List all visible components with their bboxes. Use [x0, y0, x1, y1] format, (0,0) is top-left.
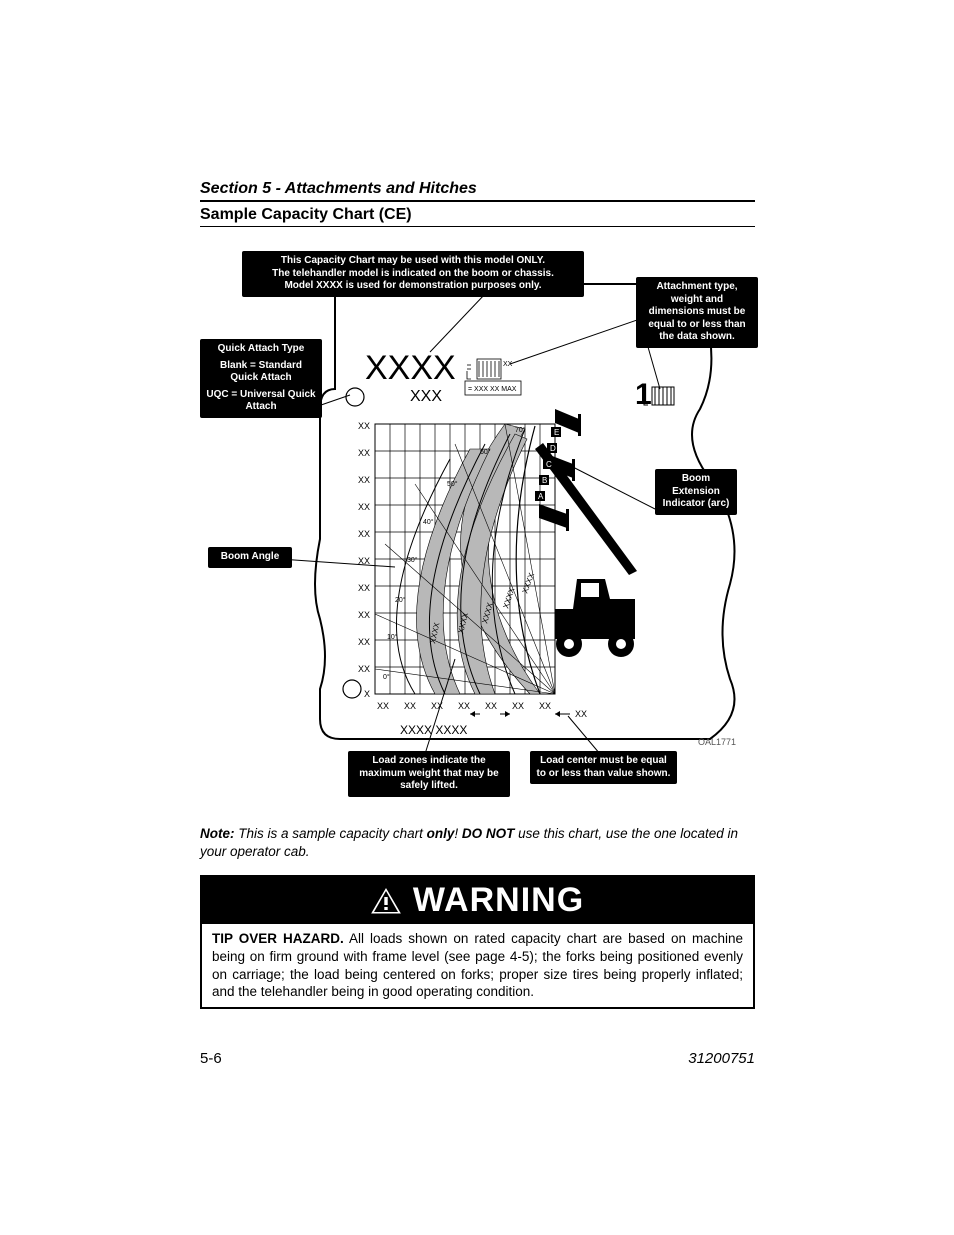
svg-text:= XXX XX MAX: = XXX XX MAX: [468, 386, 517, 393]
svg-text:60°: 60°: [480, 448, 491, 456]
svg-text:XX: XX: [358, 448, 370, 458]
svg-text:XX: XX: [539, 701, 551, 711]
svg-text:10°: 10°: [387, 633, 398, 641]
callout-load-zones: Load zones indicate the maximum weight t…: [348, 751, 510, 797]
page-number: 5-6: [200, 1050, 222, 1067]
svg-text:20°: 20°: [395, 596, 406, 604]
svg-text:XX: XX: [358, 610, 370, 620]
callout-boom-extension: Boom Extension Indicator (arc): [655, 469, 737, 515]
warning-icon: [371, 888, 401, 914]
svg-text:40°: 40°: [423, 518, 434, 526]
callout-boom-angle: Boom Angle: [208, 547, 292, 568]
callout-quick-attach: Quick Attach Type Blank = Standard Quick…: [200, 339, 322, 418]
svg-text:XX: XX: [358, 421, 370, 431]
svg-text:XX: XX: [575, 709, 587, 719]
svg-text:B: B: [542, 476, 547, 485]
model-label: XXXX: [365, 349, 456, 387]
page-footer: 5-6 31200751: [200, 1050, 755, 1067]
capacity-chart-figure: 70° 60° 50° 40° 30° 20° 10° 0° XXXX XXXX…: [200, 239, 755, 819]
chart-index: 1: [635, 378, 652, 411]
header-rule: [200, 200, 755, 202]
svg-text:E: E: [554, 428, 559, 437]
svg-text:XX: XX: [485, 701, 497, 711]
svg-text:XX: XX: [358, 637, 370, 647]
warning-header: WARNING: [202, 877, 753, 924]
callout-attachment-req: Attachment type, weight and dimensions m…: [636, 277, 758, 348]
page-title: Sample Capacity Chart (CE): [200, 206, 755, 224]
svg-text:XX: XX: [512, 701, 524, 711]
warning-box: WARNING TIP OVER HAZARD. All loads shown…: [200, 875, 755, 1008]
svg-text:XX: XX: [458, 701, 470, 711]
document-number: 31200751: [688, 1050, 755, 1067]
svg-text:XXX: XXX: [410, 388, 442, 405]
note-text: Note: This is a sample capacity chart on…: [200, 825, 755, 861]
title-rule: [200, 226, 755, 227]
svg-text:XX: XX: [404, 701, 416, 711]
svg-text:A: A: [538, 492, 544, 501]
svg-text:0°: 0°: [383, 673, 390, 681]
callout-disclaimer: This Capacity Chart may be used with thi…: [242, 251, 584, 297]
svg-text:XX: XX: [358, 529, 370, 539]
svg-text:XX: XX: [503, 361, 513, 368]
svg-text:50°: 50°: [447, 480, 458, 488]
svg-text:XX: XX: [358, 583, 370, 593]
svg-text:D: D: [550, 444, 556, 453]
section-header: Section 5 - Attachments and Hitches: [200, 180, 755, 198]
figure-ref: OAL1771: [698, 737, 736, 747]
svg-text:30°: 30°: [407, 556, 418, 564]
svg-text:X: X: [364, 689, 370, 699]
svg-text:XX: XX: [358, 664, 370, 674]
svg-text:XX: XX: [377, 701, 389, 711]
svg-text:XX: XX: [358, 502, 370, 512]
svg-text:XX: XX: [358, 475, 370, 485]
warning-body: TIP OVER HAZARD. All loads shown on rate…: [202, 924, 753, 1006]
svg-text:C: C: [546, 460, 552, 469]
callout-load-center: Load center must be equal to or less tha…: [530, 751, 677, 784]
svg-text:70°: 70°: [515, 426, 526, 434]
